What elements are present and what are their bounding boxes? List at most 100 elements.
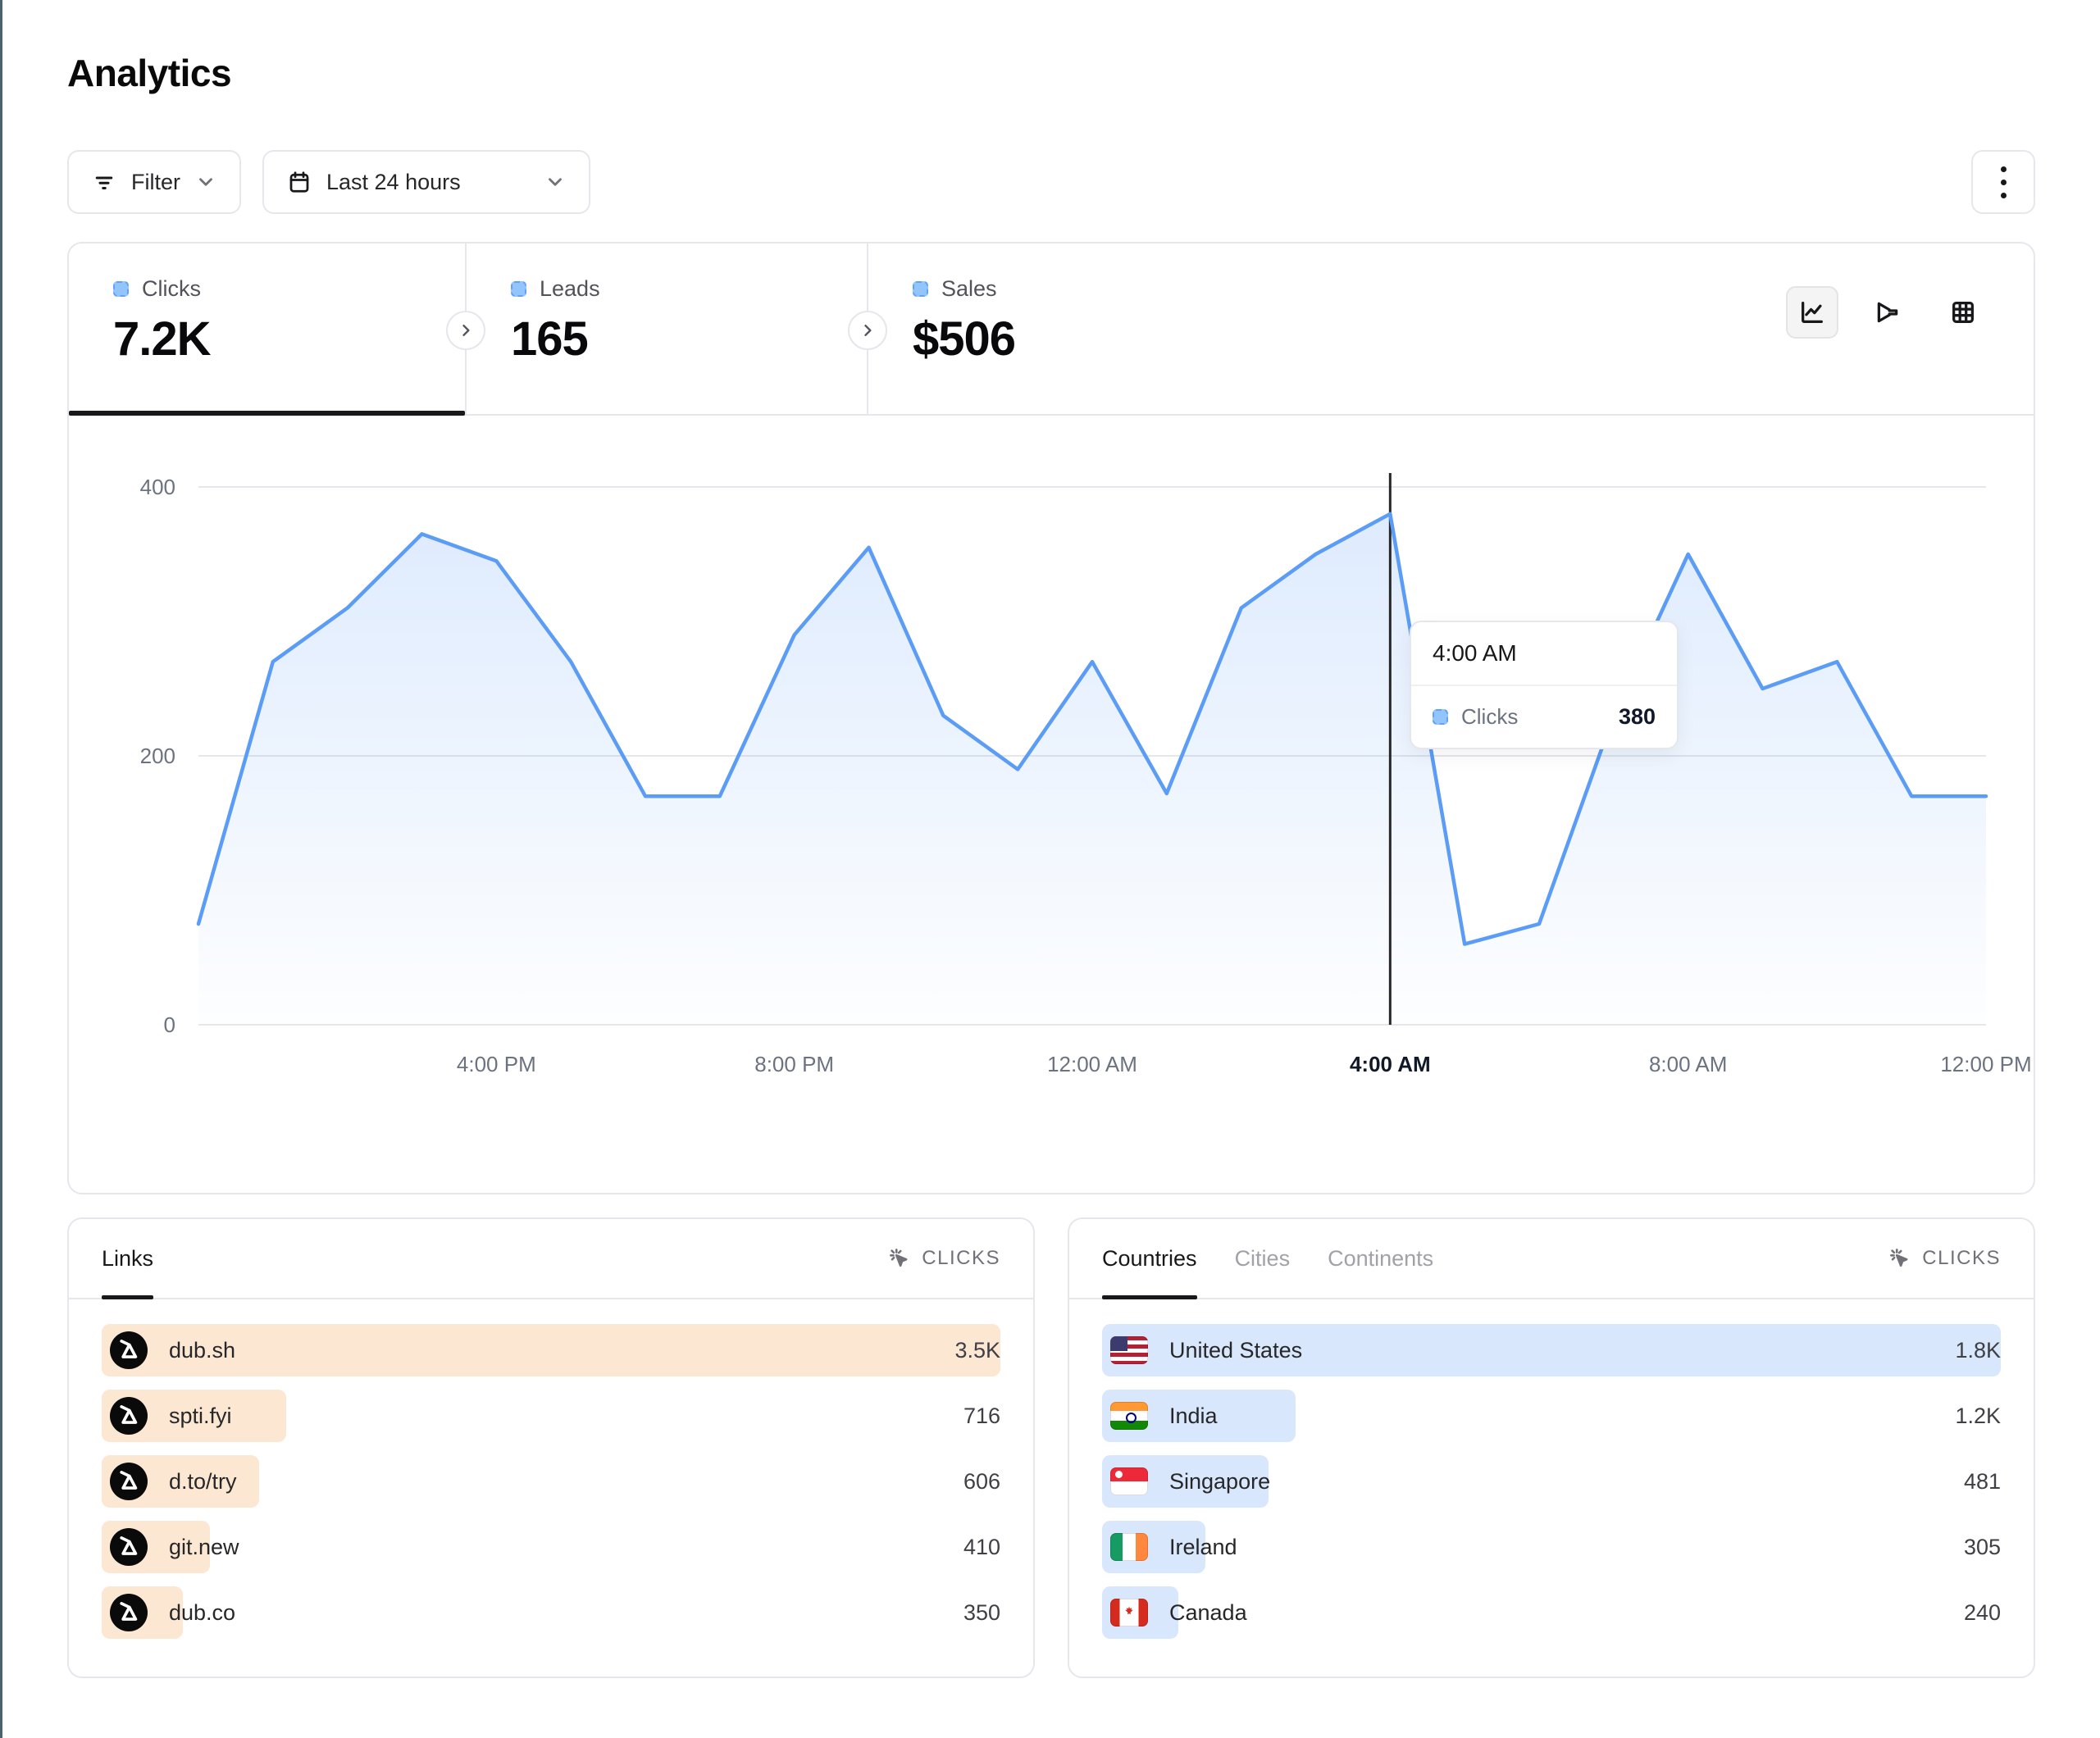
chart-view-toggles [1786, 286, 1989, 339]
tab-countries[interactable]: Countries [1102, 1219, 1197, 1299]
filter-button[interactable]: Filter [67, 150, 241, 214]
row-value: 350 [963, 1599, 1000, 1625]
tab-cities[interactable]: Cities [1235, 1219, 1291, 1298]
sales-legend-square [913, 281, 928, 297]
geo-panel: Countries Cities Continents [1068, 1217, 2035, 1678]
links-panel: Links CLICKS dub.sh 3.5K spti.fyi 716 d.to/t… [67, 1217, 1035, 1678]
clicks-tab-label: Clicks [142, 276, 201, 301]
cities-tab-label: Cities [1234, 1245, 1291, 1271]
row-label: India [1169, 1403, 1218, 1428]
clicks-chart[interactable]: 0 200 400 4:00 PM 8:00 PM 12:00 AM 4:00 AM 8:00… [69, 416, 2037, 1194]
flag-icon-in [1110, 1402, 1148, 1430]
x-axis-tick-label: 8:00 PM [754, 1052, 834, 1076]
link-row[interactable]: spti.fyi 716 [102, 1390, 1000, 1442]
row-value: 1.8K [1955, 1337, 2001, 1363]
clicks-legend-square [113, 281, 129, 297]
expand-leads-button[interactable] [446, 311, 485, 350]
dub-logo-icon [110, 1594, 148, 1631]
links-panel-header: Links CLICKS [69, 1219, 1033, 1299]
sales-tab-label: Sales [941, 276, 997, 301]
line-chart-view-button[interactable] [1786, 286, 1838, 339]
row-value: 305 [1963, 1534, 2001, 1559]
x-axis-tick-label: 12:00 PM [1940, 1052, 2031, 1076]
country-row[interactable]: Ireland 305 [1102, 1521, 2001, 1573]
geo-panel-header: Countries Cities Continents [1069, 1219, 2034, 1299]
chart-line [196, 512, 1988, 946]
leads-value: 165 [511, 312, 589, 366]
date-range-label: Last 24 hours [326, 169, 461, 194]
tooltip-legend-square [1433, 709, 1448, 725]
links-metric-key[interactable]: CLICKS [887, 1246, 1000, 1271]
date-range-button[interactable]: Last 24 hours [262, 150, 590, 214]
tab-clicks[interactable]: Clicks 7.2K [69, 243, 465, 416]
clicks-value: 7.2K [113, 312, 212, 366]
dub-logo-icon [110, 1331, 148, 1369]
chart-area-fill [198, 513, 1986, 1025]
analytics-card: Clicks 7.2K Leads 165 [67, 242, 2035, 1194]
row-value-bar [102, 1324, 1000, 1376]
row-value: 481 [1963, 1468, 2001, 1494]
row-label: d.to/try [169, 1468, 237, 1494]
tooltip-time: 4:00 AM [1411, 622, 1677, 686]
link-row[interactable]: dub.co 350 [102, 1586, 1000, 1639]
dub-logo-icon [110, 1397, 148, 1435]
leads-tab-label: Leads [540, 276, 600, 301]
row-value: 410 [963, 1534, 1000, 1559]
leads-legend-square [511, 281, 526, 297]
tooltip-metric-label: Clicks [1461, 704, 1519, 729]
row-label: Ireland [1169, 1534, 1237, 1559]
row-label: dub.sh [169, 1337, 236, 1363]
row-value: 240 [1963, 1599, 2001, 1625]
filter-button-label: Filter [131, 169, 180, 194]
country-row[interactable]: India 1.2K [1102, 1390, 2001, 1442]
links-tab-label: Links [102, 1245, 154, 1271]
country-row[interactable]: Canada 240 [1102, 1586, 2001, 1639]
link-row[interactable]: dub.sh 3.5K [102, 1324, 1000, 1376]
x-axis-tick-label: 4:00 AM [1350, 1052, 1431, 1076]
tab-sales[interactable]: Sales $506 [868, 243, 1360, 414]
tooltip-metric-value: 380 [1618, 704, 1656, 729]
countries-tab-label: Countries [1102, 1245, 1197, 1271]
row-value-bar [1102, 1324, 2001, 1376]
tab-leads[interactable]: Leads 165 [467, 243, 867, 414]
tab-continents[interactable]: Continents [1328, 1219, 1433, 1298]
chevron-down-icon [195, 171, 216, 193]
line-chart-icon [1798, 298, 1826, 326]
row-label: git.new [169, 1534, 239, 1559]
table-grid-view-button[interactable] [1937, 286, 1989, 339]
country-row[interactable]: Singapore 481 [1102, 1455, 2001, 1508]
chevron-down-icon [544, 171, 566, 193]
link-row[interactable]: d.to/try 606 [102, 1455, 1000, 1508]
country-row[interactable]: United States 1.8K [1102, 1324, 2001, 1376]
table-grid-icon [1949, 298, 1977, 326]
flag-icon-ie [1110, 1533, 1148, 1561]
filter-icon [92, 170, 116, 194]
link-row[interactable]: git.new 410 [102, 1521, 1000, 1573]
links-metric-label: CLICKS [922, 1247, 1000, 1269]
flag-icon-us [1110, 1336, 1148, 1364]
flag-icon-ca [1110, 1599, 1148, 1627]
continents-tab-label: Continents [1328, 1245, 1434, 1271]
expand-sales-button[interactable] [848, 311, 887, 350]
geo-metric-label: CLICKS [1922, 1247, 2001, 1269]
row-value: 1.2K [1955, 1403, 2001, 1428]
tab-links[interactable]: Links [102, 1219, 154, 1299]
y-axis-tick-label: 0 [164, 1012, 175, 1037]
y-axis-tick-label: 400 [140, 475, 175, 499]
calendar-icon [287, 170, 312, 194]
window-edge-stripe [0, 0, 2, 1738]
more-options-button[interactable] [1971, 150, 2035, 214]
row-label: spti.fyi [169, 1403, 232, 1428]
kebab-icon [2000, 166, 2007, 198]
cursor-click-icon [887, 1246, 912, 1271]
chart-tooltip: 4:00 AM Clicks 380 [1410, 621, 1679, 749]
metric-tabs-row: Clicks 7.2K Leads 165 [69, 243, 2034, 416]
row-label: Canada [1169, 1599, 1247, 1625]
page-title: Analytics [67, 52, 232, 94]
geo-metric-key[interactable]: CLICKS [1888, 1246, 2001, 1271]
cursor-click-icon [1888, 1246, 1912, 1271]
y-axis-tick-label: 200 [140, 744, 175, 768]
row-value: 3.5K [954, 1337, 1000, 1363]
funnel-view-button[interactable] [1861, 286, 1914, 339]
